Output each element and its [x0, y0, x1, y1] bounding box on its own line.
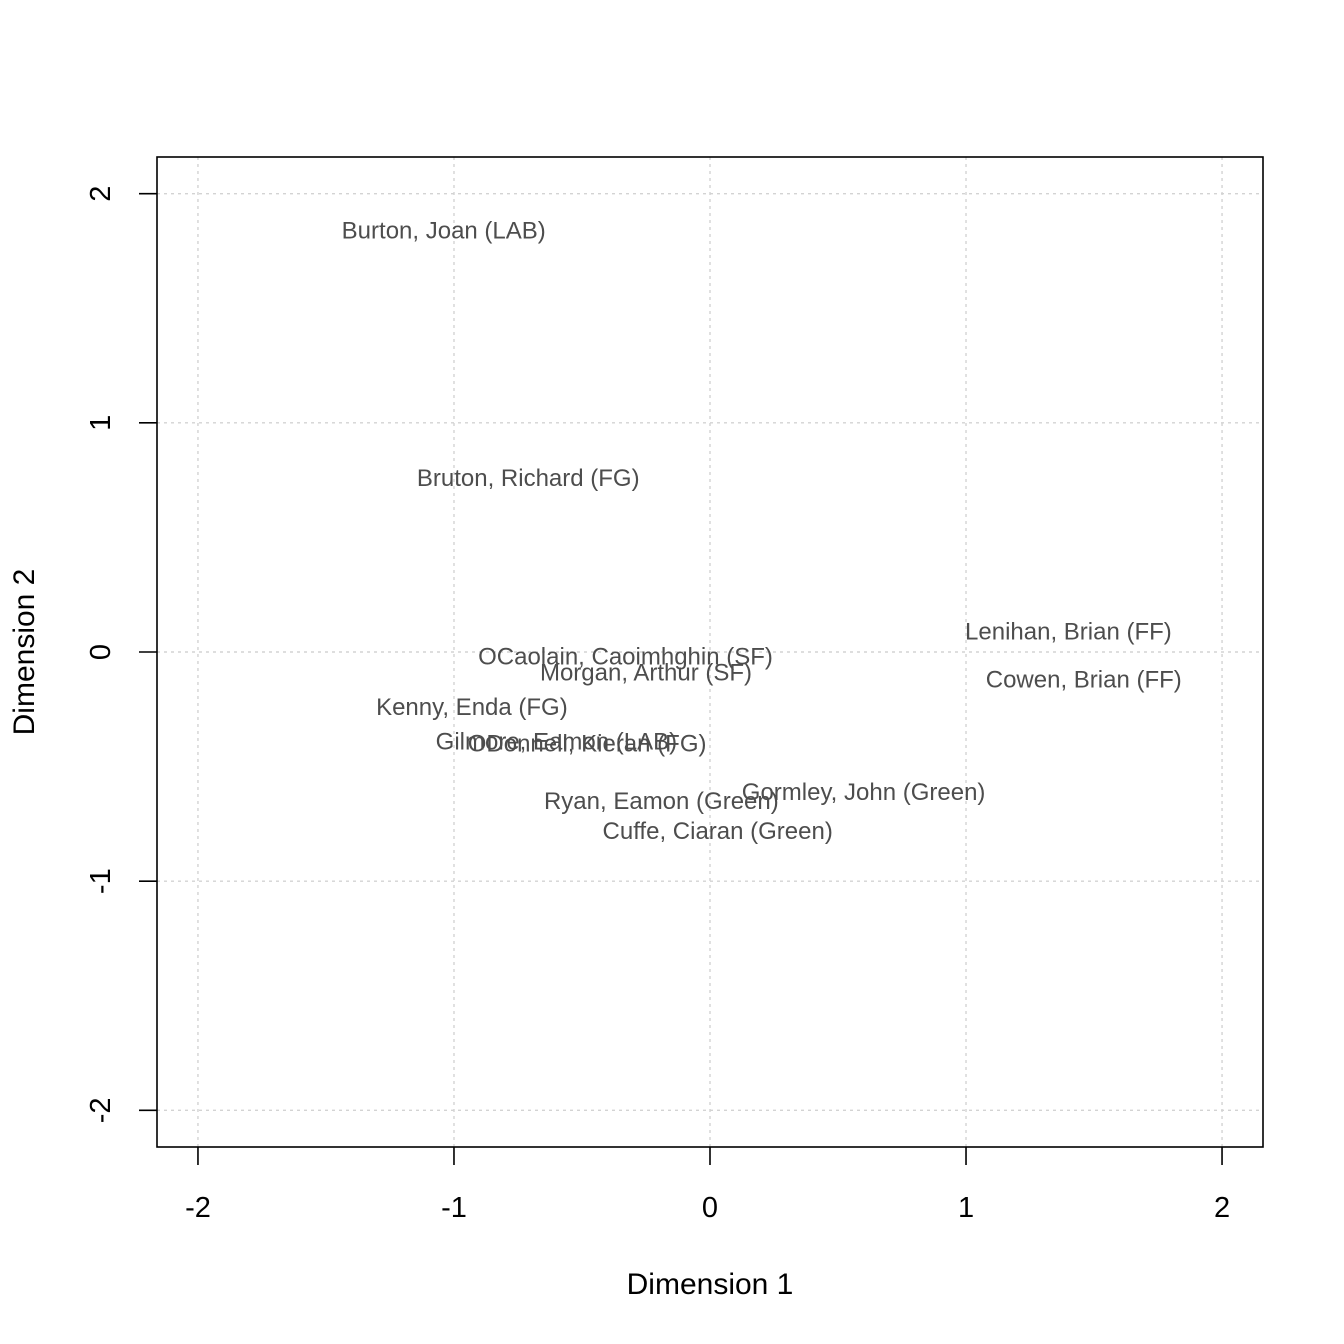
point-label-11: Cuffe, Ciaran (Green) [603, 818, 833, 845]
x-tick-label: -2 [185, 1192, 211, 1224]
y-axis: -2 -1 0 1 2 [85, 186, 157, 1123]
y-axis-title: Dimension 2 [8, 569, 41, 736]
point-label-7: Gilmore, Eamon (LAB) [436, 728, 677, 755]
point-label-6: Kenny, Enda (FG) [376, 694, 568, 721]
x-axis-title: Dimension 1 [627, 1268, 794, 1301]
point-label-1: Bruton, Richard (FG) [417, 465, 640, 492]
point-label-2: Lenihan, Brian (FF) [965, 618, 1172, 645]
x-tick-label: -1 [441, 1192, 467, 1224]
point-label-3: OCaolain, Caoimhghin (SF) [478, 644, 773, 671]
y-tick-label: -2 [85, 1097, 117, 1123]
x-tick-label: 1 [958, 1192, 974, 1224]
grid-lines [157, 157, 1263, 1147]
x-axis: -2 -1 0 1 2 [185, 1147, 1230, 1224]
y-tick-label: 2 [85, 186, 117, 202]
x-tick-label: 2 [1214, 1192, 1230, 1224]
point-label-0: Burton, Joan (LAB) [342, 217, 546, 244]
point-labels: Burton, Joan (LAB) Bruton, Richard (FG) Le… [342, 217, 1182, 844]
y-tick-label: 0 [85, 644, 117, 660]
y-tick-label: -1 [85, 868, 117, 894]
point-label-4: Morgan, Arthur (SF) [540, 660, 752, 687]
point-label-9: Gormley, John (Green) [742, 779, 986, 806]
x-tick-label: 0 [702, 1192, 718, 1224]
y-tick-label: 1 [85, 415, 117, 431]
point-label-8: ODonnell, Kieran (FG) [468, 731, 707, 758]
point-label-5: Cowen, Brian (FF) [986, 667, 1182, 694]
point-label-10: Ryan, Eamon (Green) [544, 788, 779, 815]
